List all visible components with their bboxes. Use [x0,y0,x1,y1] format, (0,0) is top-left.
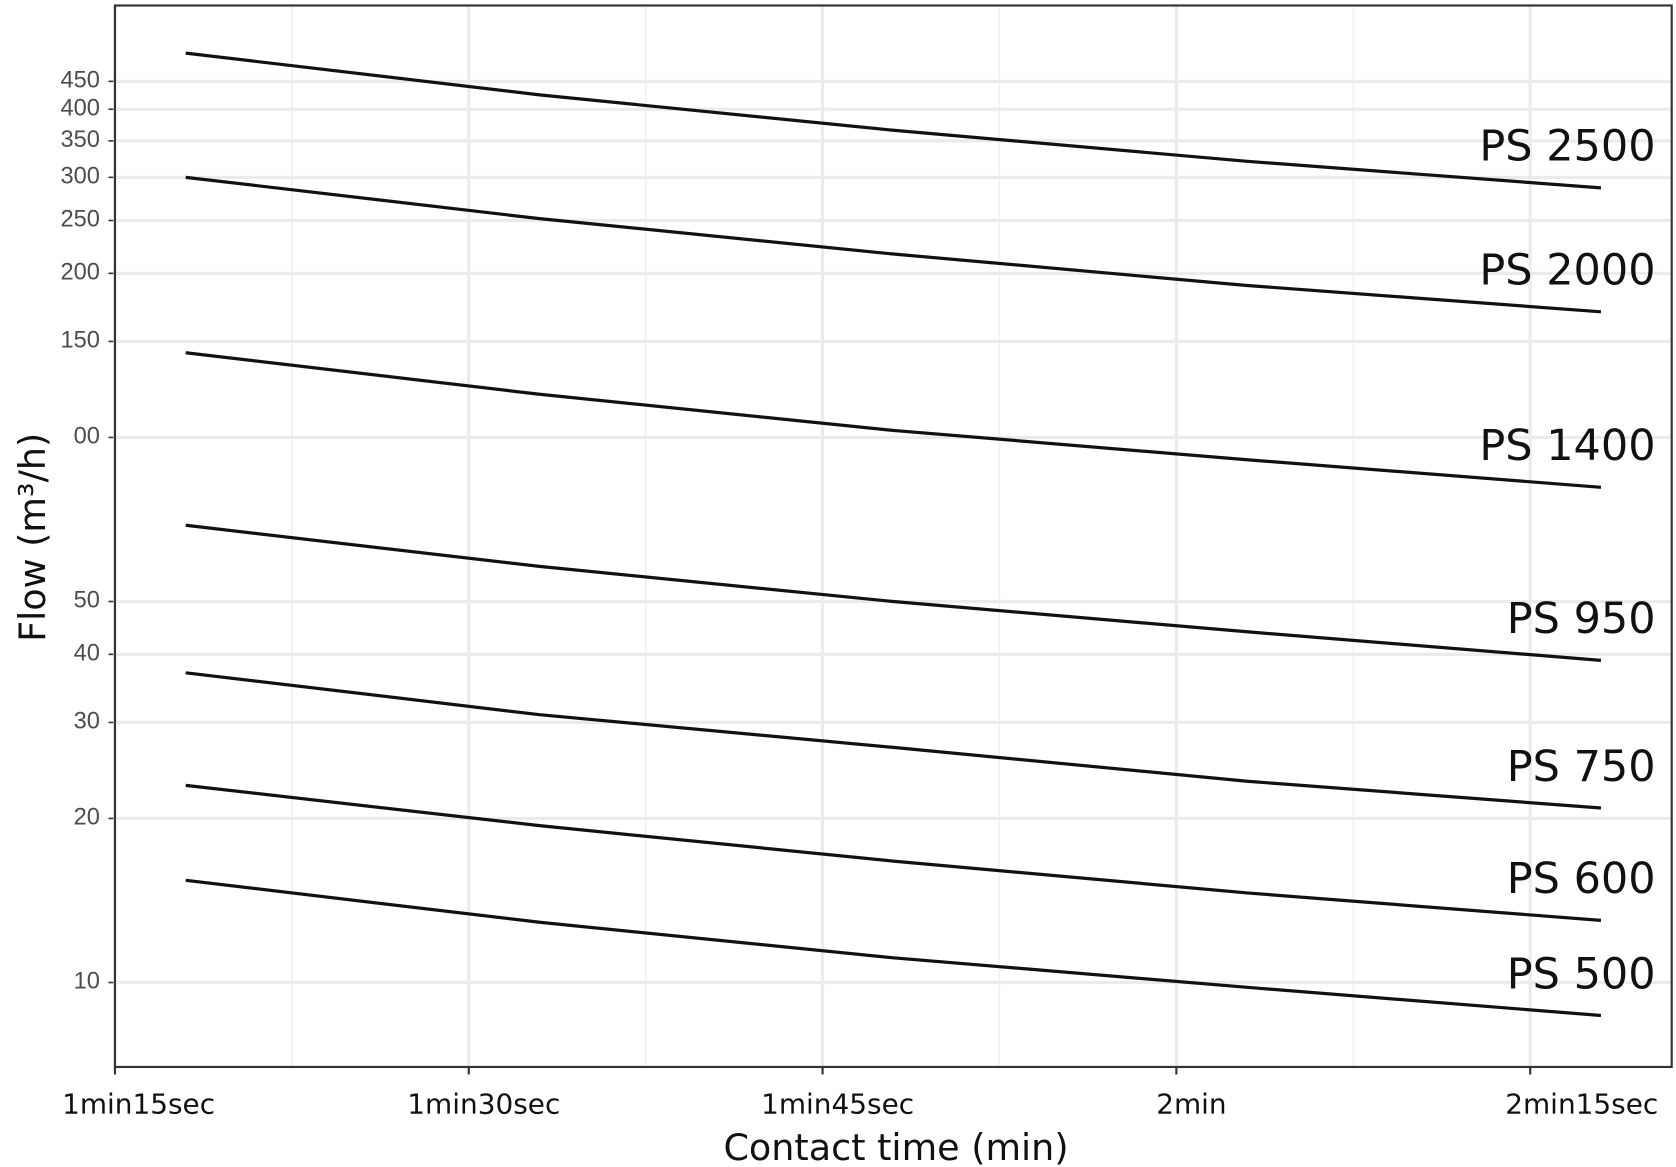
x-tick-label: 1min30sec [407,1088,560,1121]
plot-background [114,5,1672,1067]
y-tick-label: 450 [60,68,99,94]
x-tick-label: 1min15sec [62,1088,215,1121]
series-label: PS 500 [1507,949,1656,999]
series-line [185,523,1602,662]
series-line [185,671,1602,810]
y-tick-label: 400 [60,95,99,121]
x-tick-label: 1min45sec [761,1088,914,1121]
series-label: PS 950 [1507,594,1656,644]
x-tick-label: 2min [1156,1088,1226,1121]
y-tick-label: 200 [60,260,99,286]
y-tick-label: 350 [60,127,99,153]
y-tick-label: 40 [74,641,100,667]
y-tick-label: 50 [74,588,100,614]
x-tick-label: 2min15sec [1505,1088,1658,1121]
series-line [185,783,1602,923]
y-tick-label: 30 [74,709,100,735]
y-axis-title: Flow (m³/h) [11,433,54,642]
x-axis-title: Contact time (min) [723,1126,1068,1167]
series-label: PS 750 [1507,742,1656,792]
series-label: PS 2500 [1479,122,1655,172]
y-tick-label: 10 [74,969,100,995]
series-line [185,351,1602,489]
series-label: PS 600 [1507,854,1656,904]
y-tick-label: 250 [60,207,99,233]
series-line [185,175,1602,314]
series-line [185,51,1602,190]
y-tick-label: 300 [60,164,99,190]
y-tick-label: 00 [74,424,100,450]
y-tick-label: 20 [74,805,100,831]
series-label: PS 2000 [1479,246,1655,296]
plot-border [113,4,1673,1069]
series-label: PS 1400 [1479,421,1655,471]
y-tick-label: 150 [60,328,99,354]
series-line [185,878,1602,1018]
